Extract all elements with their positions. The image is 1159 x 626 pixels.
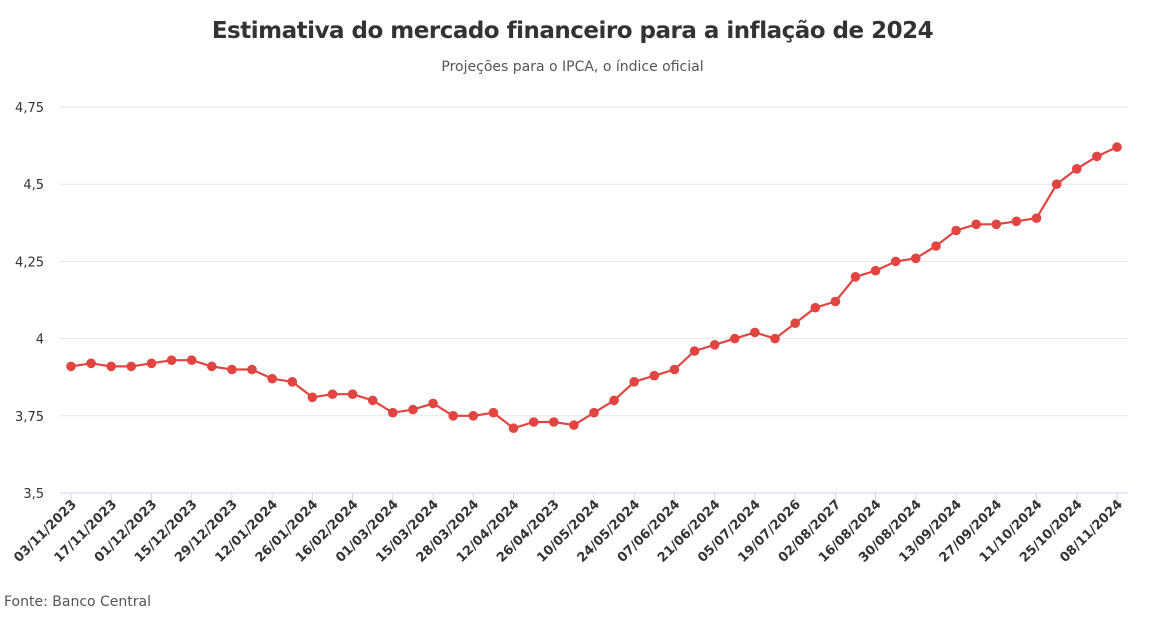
data-point[interactable] <box>971 219 981 230</box>
y-tick-label: 4 <box>36 333 44 348</box>
chart-subtitle: Projeções para o IPCA, o índice oficial <box>441 59 704 75</box>
data-point[interactable] <box>287 377 298 387</box>
data-point[interactable] <box>790 318 800 329</box>
data-point[interactable] <box>589 407 599 418</box>
data-point[interactable] <box>86 358 96 369</box>
data-point[interactable] <box>227 364 237 375</box>
axis-layer: 3,53,7544,254,54,7503/11/202317/11/20230… <box>11 101 1128 566</box>
y-tick-label: 4,5 <box>23 178 44 193</box>
chart-title: Estimativa do mercado financeiro para a … <box>211 18 934 44</box>
data-point[interactable] <box>347 389 358 400</box>
data-point[interactable] <box>388 407 398 418</box>
data-point[interactable] <box>730 333 740 344</box>
data-point[interactable] <box>207 361 217 372</box>
data-point[interactable] <box>689 346 700 356</box>
data-point[interactable] <box>1031 213 1042 223</box>
data-point[interactable] <box>609 395 619 406</box>
data-point[interactable] <box>770 333 780 344</box>
data-point[interactable] <box>991 219 1002 230</box>
y-tick-label: 3,5 <box>23 487 44 502</box>
grid-layer <box>60 106 1128 417</box>
data-point[interactable] <box>247 364 257 375</box>
data-point[interactable] <box>146 358 157 369</box>
data-point[interactable] <box>709 340 720 350</box>
data-point[interactable] <box>649 370 660 381</box>
data-point[interactable] <box>106 361 116 372</box>
data-point[interactable] <box>166 355 177 366</box>
data-point[interactable] <box>267 373 278 384</box>
data-point[interactable] <box>569 420 579 430</box>
data-point[interactable] <box>1051 179 1062 189</box>
data-point[interactable] <box>307 392 318 403</box>
data-point[interactable] <box>629 377 639 387</box>
y-tick-label: 4,25 <box>15 255 44 270</box>
series-layer <box>66 142 1122 434</box>
data-point[interactable] <box>468 411 479 421</box>
data-point[interactable] <box>669 364 680 375</box>
data-point[interactable] <box>951 225 961 236</box>
data-point[interactable] <box>850 272 861 282</box>
data-point[interactable] <box>830 296 841 307</box>
data-point[interactable] <box>448 411 459 421</box>
data-point[interactable] <box>890 256 901 267</box>
data-point[interactable] <box>1011 216 1022 227</box>
data-point[interactable] <box>750 327 760 338</box>
data-point[interactable] <box>126 361 137 372</box>
source-note: Fonte: Banco Central <box>4 594 152 610</box>
data-point[interactable] <box>428 398 438 409</box>
data-point[interactable] <box>186 355 197 366</box>
data-point[interactable] <box>549 417 559 427</box>
y-tick-label: 3,75 <box>15 410 44 425</box>
data-point[interactable] <box>528 417 539 427</box>
series-line <box>70 146 1118 430</box>
data-point[interactable] <box>327 389 338 400</box>
data-point[interactable] <box>911 253 921 264</box>
data-point[interactable] <box>1092 151 1102 162</box>
data-point[interactable] <box>367 395 378 406</box>
data-point[interactable] <box>1072 164 1082 174</box>
y-tick-label: 4,75 <box>15 101 44 116</box>
data-point[interactable] <box>870 265 881 276</box>
data-point[interactable] <box>488 407 499 418</box>
data-point[interactable] <box>66 361 76 372</box>
data-point[interactable] <box>810 302 821 313</box>
data-point[interactable] <box>1112 142 1122 152</box>
data-point[interactable] <box>408 404 418 415</box>
data-point[interactable] <box>508 423 519 434</box>
line-chart: 3,53,7544,254,54,7503/11/202317/11/20230… <box>11 101 1128 566</box>
data-point[interactable] <box>931 241 941 251</box>
